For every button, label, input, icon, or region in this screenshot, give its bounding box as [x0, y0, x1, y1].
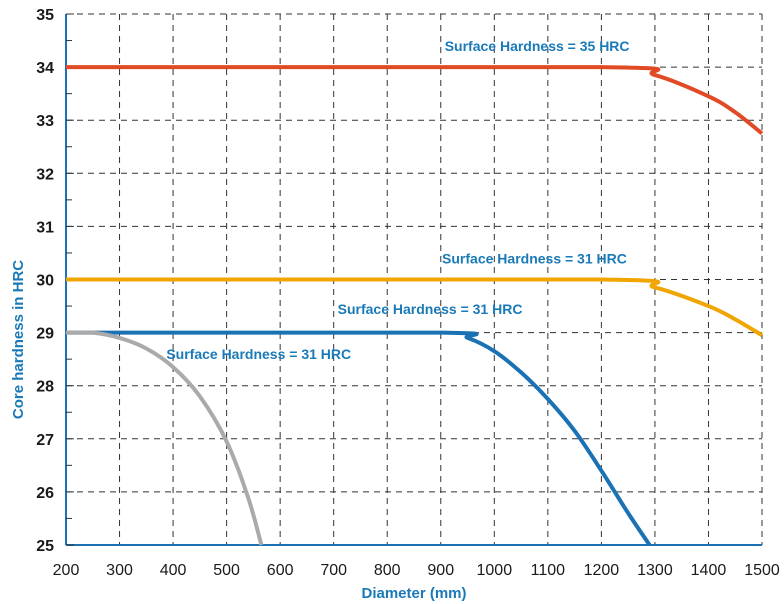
x-tick-label: 700 — [320, 562, 347, 579]
series-line-3 — [66, 330, 652, 547]
series-line-2 — [66, 277, 764, 337]
y-tick-label: 29 — [36, 326, 54, 343]
x-tick-label: 600 — [267, 562, 294, 579]
series-annotation-2: Surface Hardness = 31 HRC — [442, 251, 627, 267]
y-axis-title: Core hardness in HRC — [10, 260, 27, 419]
y-tick-label: 34 — [36, 60, 54, 77]
annotation-layer: Surface Hardness = 35 HRC Surface Hardnes… — [166, 38, 629, 362]
y-tick-label: 27 — [36, 432, 54, 449]
y-tick-label: 32 — [36, 166, 54, 183]
y-tick-label: 26 — [36, 485, 54, 502]
x-tick-label: 1400 — [691, 562, 727, 579]
y-tick-label: 31 — [36, 219, 54, 236]
x-tick-label: 900 — [427, 562, 454, 579]
x-tick-label: 500 — [213, 562, 240, 579]
y-tick-label: 33 — [36, 113, 54, 130]
x-tick-label: 1300 — [637, 562, 673, 579]
x-tick-label: 400 — [160, 562, 187, 579]
series-annotation-4: Surface Hardness = 31 HRC — [166, 346, 351, 362]
x-tick-label: 300 — [106, 562, 133, 579]
y-tick-label: 35 — [36, 7, 54, 24]
x-tick-label: 200 — [53, 562, 80, 579]
y-tick-label: 28 — [36, 379, 54, 396]
series-line-4 — [66, 330, 264, 546]
x-tick-label: 1500 — [744, 562, 780, 579]
x-tick-label: 1100 — [531, 562, 566, 579]
series-annotation-3: Surface Hardness = 31 HRC — [338, 301, 523, 317]
x-tick-label: 800 — [374, 562, 401, 579]
x-tick-label: 1000 — [477, 562, 513, 579]
series-line-1 — [66, 65, 764, 136]
label-layer: 200 300 400 500 600 700 800 900 1000 1100 1200 1300… — [10, 7, 780, 602]
y-tick-label: 25 — [36, 538, 54, 555]
x-axis-title: Diameter (mm) — [361, 585, 466, 602]
y-tick-label: 30 — [36, 273, 54, 290]
x-tick-label: 1200 — [584, 562, 620, 579]
grid-layer — [66, 13, 763, 545]
series-layer — [66, 65, 764, 547]
series-annotation-1: Surface Hardness = 35 HRC — [445, 38, 630, 54]
